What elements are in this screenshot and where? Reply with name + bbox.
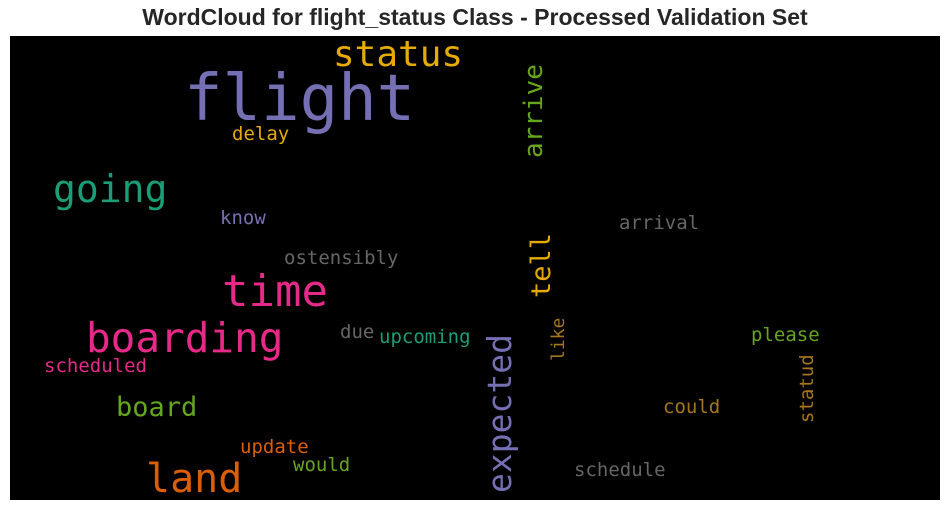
wordcloud-canvas: flight status arrive delay going know ar… xyxy=(10,36,940,500)
word-would: would xyxy=(293,454,351,476)
word-delay: delay xyxy=(232,123,290,145)
word-going: going xyxy=(53,167,168,211)
word-upcoming: upcoming xyxy=(379,326,471,348)
chart-title: WordCloud for flight_status Class - Proc… xyxy=(142,4,808,30)
word-like: like xyxy=(548,317,569,361)
word-could: could xyxy=(663,396,721,418)
word-due: due xyxy=(340,321,375,343)
word-ostensibly: ostensibly xyxy=(284,247,399,269)
word-tell: tell xyxy=(526,232,557,298)
word-update: update xyxy=(240,436,309,458)
word-arrival: arrival xyxy=(619,212,700,234)
word-statud: statud xyxy=(796,354,818,423)
word-scheduled: scheduled xyxy=(44,355,147,377)
word-boarding: boarding xyxy=(86,314,284,362)
word-time: time xyxy=(222,266,328,317)
word-know: know xyxy=(220,207,266,229)
word-expected: expected xyxy=(480,334,519,493)
word-land: land xyxy=(146,456,243,500)
word-please: please xyxy=(751,324,820,346)
word-status: status xyxy=(333,36,464,75)
word-board: board xyxy=(116,392,198,423)
word-flight: flight xyxy=(184,62,416,136)
word-arrive: arrive xyxy=(519,64,549,158)
word-schedule: schedule xyxy=(574,459,666,481)
